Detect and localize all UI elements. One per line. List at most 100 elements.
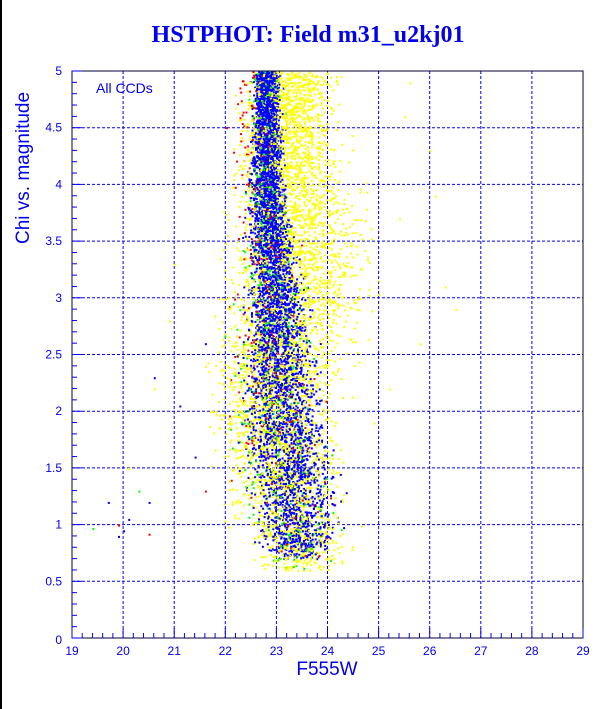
point-blue: [309, 532, 311, 535]
point-yellow: [296, 403, 299, 406]
point-red: [260, 257, 263, 260]
point-blue: [257, 379, 260, 382]
point-blue: [262, 313, 265, 316]
point-yellow: [317, 80, 320, 83]
point-yellow: [234, 451, 237, 454]
point-yellow: [271, 493, 273, 496]
point-green: [279, 557, 282, 560]
point-blue: [322, 466, 325, 469]
point-blue: [319, 545, 322, 548]
point-blue: [273, 435, 276, 438]
point-yellow: [251, 189, 254, 192]
point-yellow: [288, 477, 291, 480]
point-yellow: [264, 525, 267, 528]
point-yellow: [303, 430, 306, 433]
point-yellow: [308, 548, 311, 551]
point-yellow: [297, 569, 300, 572]
point-blue: [260, 188, 263, 191]
point-red: [257, 262, 260, 265]
point-blue: [289, 225, 292, 228]
point-blue: [274, 330, 277, 333]
point-blue: [263, 442, 265, 445]
point-blue: [291, 535, 294, 538]
point-yellow: [434, 195, 437, 198]
point-yellow: [294, 202, 297, 205]
point-yellow: [296, 239, 299, 242]
data-points: [92, 71, 458, 572]
point-yellow: [294, 118, 297, 121]
point-yellow: [313, 202, 316, 205]
point-blue: [290, 423, 293, 426]
point-yellow: [269, 525, 272, 528]
point-yellow: [302, 272, 304, 275]
point-blue: [294, 389, 297, 391]
point-yellow: [236, 449, 239, 452]
point-yellow: [279, 108, 282, 110]
point-yellow: [291, 250, 294, 253]
point-yellow: [287, 339, 290, 342]
point-red: [277, 545, 280, 548]
point-yellow: [238, 376, 241, 379]
point-yellow: [340, 545, 343, 548]
point-yellow: [256, 442, 259, 445]
point-blue: [257, 250, 260, 253]
point-yellow: [244, 152, 247, 155]
point-green: [240, 381, 243, 383]
point-yellow: [260, 556, 263, 559]
point-yellow: [283, 94, 286, 97]
point-blue: [251, 242, 254, 245]
point-yellow: [311, 156, 314, 159]
point-yellow: [287, 487, 290, 490]
point-yellow: [303, 164, 306, 167]
point-blue: [272, 194, 275, 196]
point-blue: [273, 205, 275, 207]
point-yellow: [298, 214, 301, 217]
point-yellow: [240, 259, 243, 262]
point-yellow: [321, 241, 324, 244]
point-blue: [277, 187, 280, 189]
point-yellow: [305, 562, 308, 564]
point-yellow: [324, 305, 327, 308]
point-yellow: [286, 117, 289, 120]
point-blue: [285, 437, 288, 439]
point-blue: [280, 152, 283, 155]
point-blue: [279, 139, 282, 142]
point-yellow: [327, 175, 330, 178]
point-blue: [262, 459, 265, 462]
point-blue: [311, 538, 314, 541]
point-yellow: [324, 551, 327, 554]
point-yellow: [313, 258, 316, 260]
point-yellow: [273, 157, 275, 160]
point-blue: [272, 260, 275, 263]
point-yellow: [317, 131, 320, 134]
point-yellow: [222, 338, 224, 341]
point-blue: [300, 349, 303, 352]
point-yellow: [329, 483, 332, 486]
point-yellow: [266, 488, 269, 491]
point-yellow: [260, 305, 263, 308]
point-blue: [304, 359, 307, 362]
point-yellow: [319, 323, 322, 326]
point-blue: [261, 272, 264, 275]
point-yellow: [262, 556, 265, 559]
point-blue: [280, 329, 283, 332]
point-blue: [271, 511, 274, 514]
point-yellow: [234, 517, 237, 520]
point-yellow: [247, 494, 250, 497]
point-blue: [277, 345, 280, 348]
point-blue: [305, 335, 308, 338]
point-yellow: [298, 71, 301, 74]
point-blue: [260, 476, 263, 479]
point-yellow: [251, 252, 254, 255]
point-yellow: [235, 107, 238, 110]
point-blue: [306, 454, 309, 457]
point-blue: [273, 78, 275, 81]
point-blue: [291, 374, 293, 376]
point-blue: [301, 459, 303, 462]
point-yellow: [308, 156, 311, 159]
point-yellow: [320, 104, 323, 107]
point-blue: [283, 540, 286, 543]
point-yellow: [308, 90, 311, 93]
point-blue: [277, 76, 280, 79]
point-blue: [286, 520, 289, 523]
